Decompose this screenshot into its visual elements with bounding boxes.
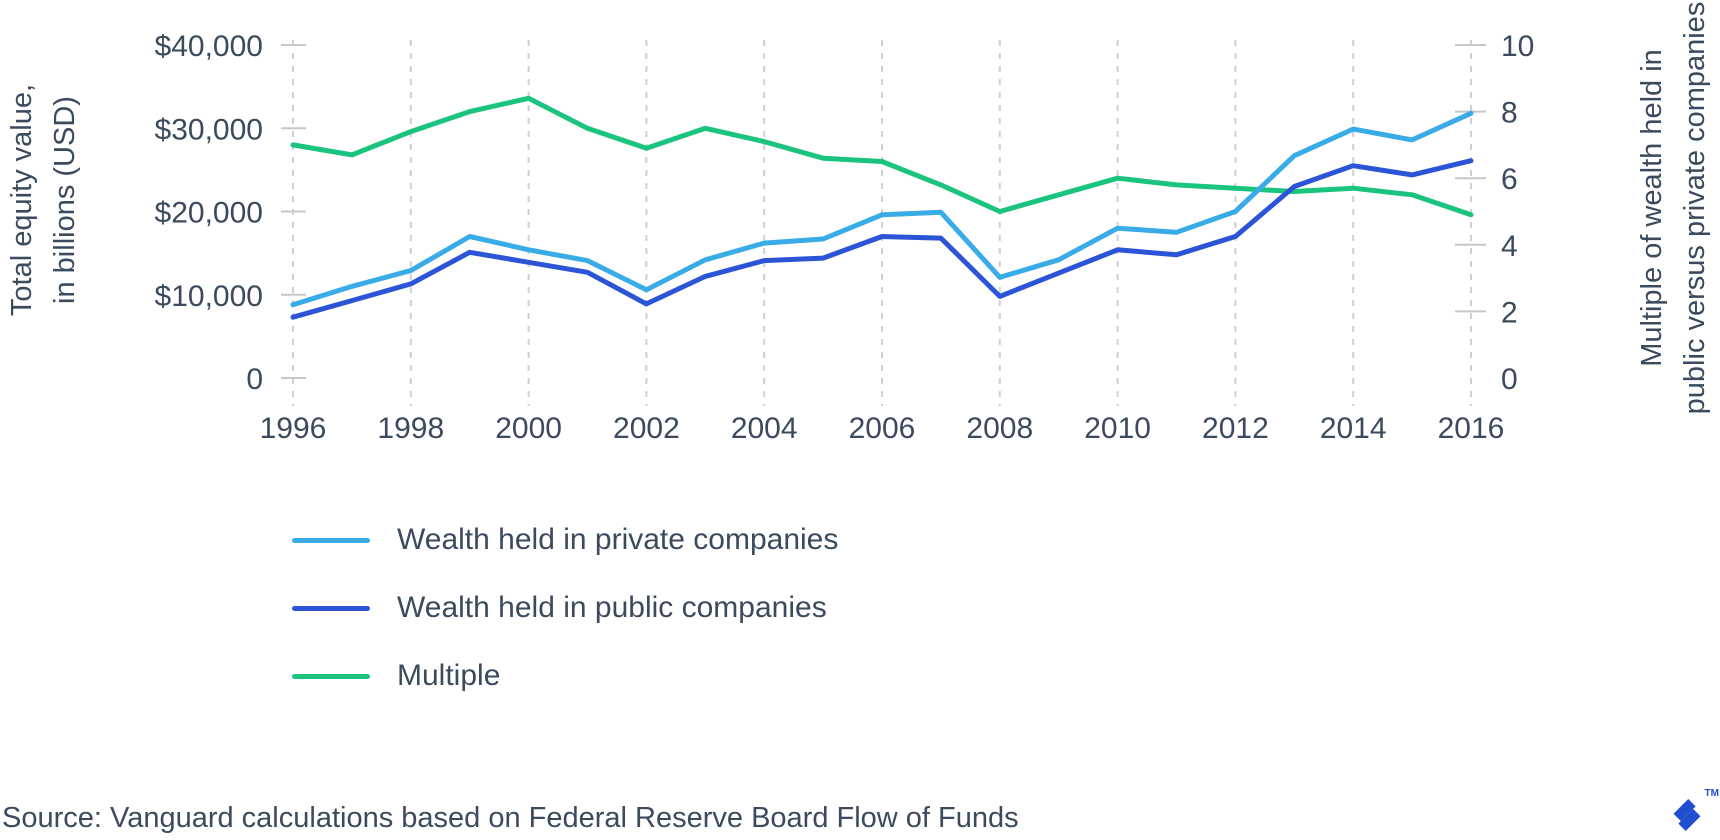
legend-item-public: Wealth held in public companies xyxy=(292,591,838,624)
legend-item-multiple: Multiple xyxy=(292,659,838,692)
trademark-label: TM xyxy=(1704,788,1719,799)
legend-swatch-private xyxy=(292,537,370,543)
source-note: Source: Vanguard calculations based on F… xyxy=(2,802,1019,834)
svg-text:2008: 2008 xyxy=(966,412,1033,445)
x-axis-tick-labels: 1996 1998 2000 2002 2004 2006 2008 2010 2012 2014… xyxy=(260,412,1505,445)
svg-text:4: 4 xyxy=(1501,230,1518,263)
svg-text:6: 6 xyxy=(1501,163,1518,196)
tick-marks xyxy=(281,44,1486,379)
gridlines xyxy=(292,40,1472,406)
legend-label-multiple: Multiple xyxy=(397,659,501,692)
svg-text:8: 8 xyxy=(1501,97,1518,130)
legend-item-private: Wealth held in private companies xyxy=(292,523,839,556)
svg-text:2012: 2012 xyxy=(1202,412,1269,445)
svg-text:0: 0 xyxy=(1501,363,1518,396)
legend: Wealth held in private companies Wealth … xyxy=(292,523,839,728)
svg-text:2010: 2010 xyxy=(1084,412,1151,445)
brand-logo: TM xyxy=(1666,786,1720,840)
svg-text:1998: 1998 xyxy=(377,412,444,445)
svg-text:2: 2 xyxy=(1501,296,1518,329)
svg-text:1996: 1996 xyxy=(260,412,327,445)
svg-text:2000: 2000 xyxy=(495,412,562,445)
svg-text:$40,000: $40,000 xyxy=(155,30,263,63)
series-line-private xyxy=(290,110,1474,308)
svg-text:2016: 2016 xyxy=(1438,412,1505,445)
legend-swatch-public xyxy=(292,605,370,611)
series-line-multiple xyxy=(290,95,1474,218)
right-axis-tick-labels: 0 2 4 6 8 10 xyxy=(1501,30,1534,396)
svg-text:2002: 2002 xyxy=(613,412,680,445)
svg-text:2006: 2006 xyxy=(849,412,916,445)
legend-label-private: Wealth held in private companies xyxy=(397,523,839,556)
svg-text:10: 10 xyxy=(1501,30,1534,63)
svg-text:$30,000: $30,000 xyxy=(155,113,263,146)
svg-text:2014: 2014 xyxy=(1320,412,1387,445)
svg-text:$20,000: $20,000 xyxy=(155,197,263,230)
left-axis-tick-labels: 0 $10,000 $20,000 $30,000 $40,000 xyxy=(155,30,263,396)
svg-text:$10,000: $10,000 xyxy=(155,280,263,313)
svg-text:2004: 2004 xyxy=(731,412,798,445)
line-chart: 0 $10,000 $20,000 $30,000 $40,000 0 2 4 6 8 10 1996… xyxy=(155,30,1535,445)
toptal-logo-icon xyxy=(1673,798,1701,832)
svg-text:0: 0 xyxy=(246,363,263,396)
legend-swatch-multiple xyxy=(292,673,370,679)
series-line-public xyxy=(290,158,1474,320)
legend-label-public: Wealth held in public companies xyxy=(397,591,827,624)
